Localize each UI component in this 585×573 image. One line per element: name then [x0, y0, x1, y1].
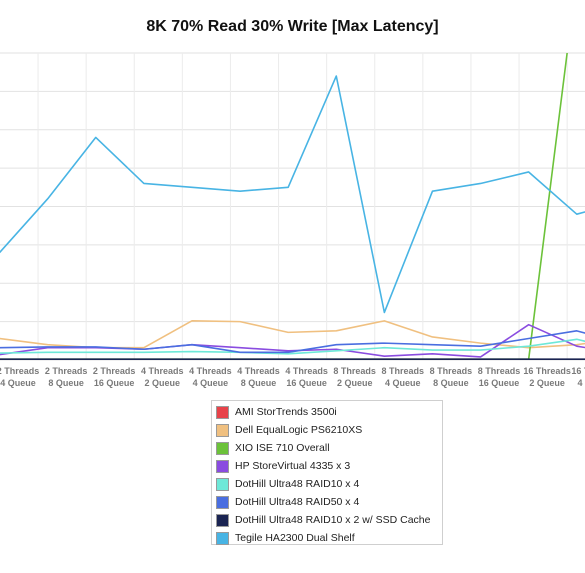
- x-tick-label: 16 Queue: [479, 378, 520, 388]
- legend-label: AMI StorTrends 3500i: [235, 406, 337, 418]
- legend-item[interactable]: DotHill Ultra48 RAID50 x 4: [216, 493, 442, 511]
- line-chart: 2 Threads 4 Queue 2 Threads 8 Queue 2 Thread…: [0, 52, 585, 388]
- x-tick-label: 8 Threads: [382, 366, 425, 376]
- legend-label: Tegile HA2300 Dual Shelf: [235, 532, 355, 544]
- series-line-dothill-ultra48-raid50-x-4: [0, 330, 585, 354]
- x-tick-label: 16 Threads: [571, 366, 585, 376]
- x-tick-label: 2 Queue: [529, 378, 565, 388]
- legend-swatch: [216, 513, 229, 527]
- x-tick-label: 4 Queue: [385, 378, 421, 388]
- legend-item[interactable]: XIO ISE 710 Overall: [216, 439, 442, 457]
- legend-swatch: [216, 405, 229, 419]
- series-line-tegile-ha2300-dual-shelf: [0, 75, 585, 314]
- legend-label: XIO ISE 710 Overall: [235, 442, 330, 454]
- grid-lines: [0, 52, 585, 361]
- legend-swatch: [216, 495, 229, 509]
- x-tick-label: 16 Queue: [286, 378, 327, 388]
- legend: AMI StorTrends 3500i Dell EqualLogic PS62…: [211, 400, 443, 545]
- x-tick-label: 8 Queue: [433, 378, 469, 388]
- x-tick-label: 4 Queue: [577, 378, 585, 388]
- x-tick-label: 16 Threads: [523, 366, 571, 376]
- legend-item[interactable]: DotHill Ultra48 RAID10 x 2 w/ SSD Cache: [216, 511, 442, 529]
- legend-item[interactable]: HP StoreVirtual 4335 x 3: [216, 457, 442, 475]
- x-tick-label: 4 Threads: [189, 366, 232, 376]
- x-tick-label: 2 Threads: [45, 366, 88, 376]
- legend-label: HP StoreVirtual 4335 x 3: [235, 460, 351, 472]
- legend-swatch: [216, 459, 229, 473]
- legend-swatch: [216, 423, 229, 437]
- x-tick-label: 4 Queue: [193, 378, 229, 388]
- legend-swatch: [216, 477, 229, 491]
- legend-item[interactable]: Dell EqualLogic PS6210XS: [216, 421, 442, 439]
- x-tick-label: 2 Queue: [145, 378, 181, 388]
- x-axis-ticks: 2 Threads 4 Queue 2 Threads 8 Queue 2 Thread…: [0, 366, 585, 388]
- x-tick-label: 4 Queue: [0, 378, 36, 388]
- x-tick-label: 8 Threads: [333, 366, 376, 376]
- legend-swatch: [216, 441, 229, 455]
- x-tick-label: 2 Threads: [0, 366, 39, 376]
- legend-label: Dell EqualLogic PS6210XS: [235, 424, 363, 436]
- x-tick-label: 4 Threads: [141, 366, 184, 376]
- x-tick-label: 4 Threads: [237, 366, 280, 376]
- legend-label: DotHill Ultra48 RAID10 x 2 w/ SSD Cache: [235, 514, 431, 526]
- chart-title: 8K 70% Read 30% Write [Max Latency]: [146, 18, 439, 35]
- x-tick-label: 8 Queue: [48, 378, 84, 388]
- x-tick-label: 8 Threads: [478, 366, 521, 376]
- x-tick-label: 4 Threads: [285, 366, 328, 376]
- legend-item[interactable]: AMI StorTrends 3500i: [216, 403, 442, 421]
- legend-label: DotHill Ultra48 RAID10 x 4: [235, 478, 360, 490]
- x-tick-label: 8 Threads: [430, 366, 473, 376]
- series-line-dothill-ultra48-raid10-x-4: [0, 338, 585, 355]
- legend-swatch: [216, 531, 229, 545]
- series-lines: [0, 53, 585, 360]
- x-tick-label: 2 Queue: [337, 378, 373, 388]
- legend-label: DotHill Ultra48 RAID50 x 4: [235, 496, 360, 508]
- x-tick-label: 8 Queue: [241, 378, 277, 388]
- legend-item[interactable]: Tegile HA2300 Dual Shelf: [216, 529, 442, 547]
- x-tick-label: 16 Queue: [94, 378, 135, 388]
- x-tick-label: 2 Threads: [93, 366, 136, 376]
- legend-item[interactable]: DotHill Ultra48 RAID10 x 4: [216, 475, 442, 493]
